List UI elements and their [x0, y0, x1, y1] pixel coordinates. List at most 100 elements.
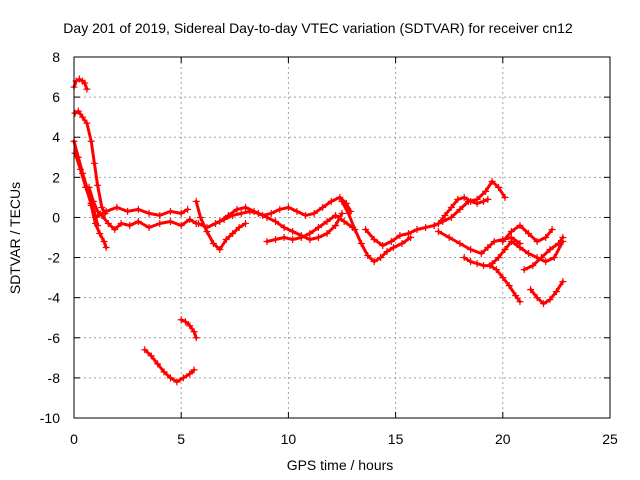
series-arc-8 — [192, 197, 250, 254]
data-point — [445, 234, 453, 241]
data-point — [533, 238, 541, 246]
data-point — [177, 209, 185, 217]
series-arc-17 — [488, 238, 567, 268]
series-line — [93, 205, 190, 219]
data-point — [338, 197, 346, 205]
data-point — [74, 107, 82, 115]
data-point — [134, 217, 142, 225]
data-point — [289, 236, 297, 244]
data-point — [555, 240, 563, 248]
data-point — [216, 246, 224, 254]
data-point — [546, 296, 554, 304]
data-point — [284, 203, 292, 211]
data-point — [460, 254, 468, 262]
series-arc-19 — [520, 234, 567, 274]
data-point — [559, 234, 567, 241]
data-point — [520, 266, 528, 274]
series-arc-10 — [216, 193, 355, 225]
data-point — [370, 236, 378, 244]
data-point — [237, 209, 245, 217]
data-point — [327, 197, 335, 205]
data-point — [377, 254, 385, 262]
data-point — [166, 374, 174, 382]
data-point — [259, 211, 267, 219]
data-point — [126, 221, 134, 229]
data-point — [460, 193, 468, 201]
x-tick-label: 25 — [602, 431, 618, 447]
data-point — [447, 203, 455, 211]
data-point — [398, 240, 406, 248]
data-point — [467, 197, 475, 205]
data-point — [82, 183, 90, 191]
data-point — [357, 240, 365, 248]
data-point — [467, 258, 475, 266]
data-point — [222, 236, 230, 244]
y-axis-label: SDTVAR / TECUs — [7, 182, 23, 294]
data-point — [396, 231, 404, 239]
data-point — [505, 282, 513, 290]
data-point — [516, 244, 524, 252]
x-tick-label: 10 — [281, 431, 297, 447]
data-point — [113, 203, 121, 211]
data-point — [379, 242, 387, 250]
data-point — [542, 234, 550, 241]
data-point — [516, 221, 524, 229]
data-point — [90, 159, 98, 167]
y-tick-label: -4 — [48, 290, 61, 306]
data-point — [525, 250, 533, 258]
data-point — [190, 366, 198, 374]
y-tick-label: 0 — [52, 209, 60, 225]
data-point — [160, 368, 168, 376]
series-cluster-top — [70, 75, 91, 93]
x-tick-label: 15 — [388, 431, 404, 447]
data-point — [87, 199, 95, 207]
data-point — [537, 254, 545, 262]
data-point — [488, 260, 496, 268]
series-arc-12 — [338, 197, 415, 266]
y-tick-label: 6 — [52, 89, 60, 105]
data-point — [413, 225, 421, 233]
data-point — [96, 229, 104, 237]
data-point — [267, 209, 275, 217]
data-point — [422, 223, 430, 231]
data-point — [404, 229, 412, 237]
data-point — [289, 227, 297, 235]
data-point — [389, 244, 397, 252]
data-point — [454, 195, 462, 203]
data-point — [314, 234, 322, 241]
series-arc-13 — [362, 177, 509, 250]
data-point — [473, 199, 481, 207]
data-point — [525, 229, 533, 237]
data-point — [280, 223, 288, 231]
data-point — [181, 318, 189, 326]
data-point — [212, 219, 220, 227]
data-point — [548, 225, 556, 233]
data-point — [362, 225, 370, 233]
series-arc-18 — [499, 221, 556, 246]
data-point — [166, 217, 174, 225]
data-point — [529, 262, 537, 270]
data-point — [111, 225, 119, 233]
data-point — [441, 211, 449, 219]
data-point — [495, 183, 503, 191]
series-line — [529, 280, 565, 306]
data-point — [233, 205, 241, 213]
data-point — [456, 240, 464, 248]
series-line — [522, 236, 565, 272]
data-point — [434, 219, 442, 227]
data-point — [336, 193, 344, 201]
y-tick-label: -8 — [48, 370, 61, 386]
data-point — [117, 219, 125, 227]
data-point — [501, 246, 509, 254]
data-point — [94, 181, 102, 189]
data-point — [370, 258, 378, 266]
data-point — [507, 227, 515, 235]
data-point — [190, 328, 198, 336]
data-point — [480, 197, 488, 205]
data-point — [192, 197, 200, 205]
data-point — [484, 244, 492, 252]
data-point — [383, 248, 391, 256]
y-tick-label: -6 — [48, 330, 61, 346]
data-point — [540, 300, 548, 308]
data-point — [533, 294, 541, 302]
